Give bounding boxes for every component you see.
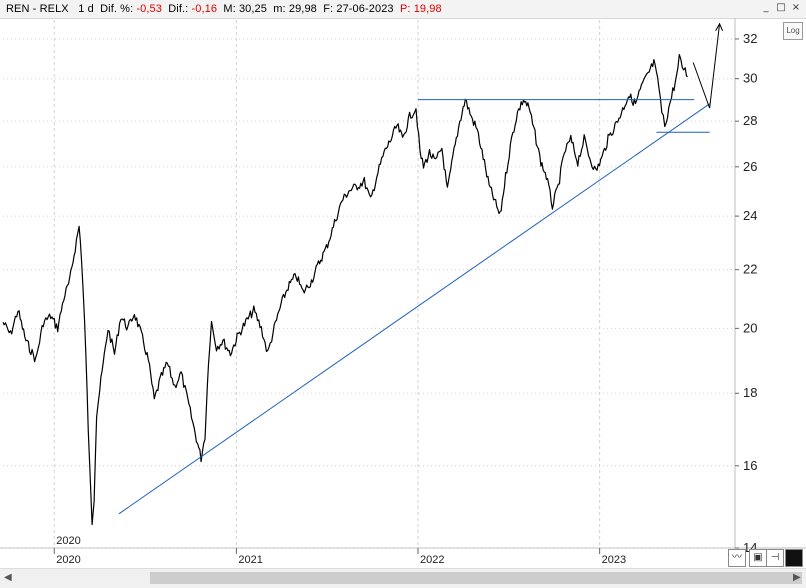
symbol-label: REN - RELX	[6, 3, 69, 15]
y-tick-label: 24	[743, 208, 757, 223]
y-tick-label: 16	[743, 458, 757, 473]
projection-arrowhead	[715, 22, 724, 31]
projection-down	[692, 62, 711, 109]
price-series-line	[2, 54, 688, 526]
y-tick-label: 20	[743, 320, 757, 335]
scroll-thumb[interactable]	[150, 572, 802, 584]
dif-label: Dif.:	[168, 3, 189, 15]
scroll-left-icon[interactable]: ◀	[4, 572, 12, 583]
scroll-right-icon[interactable]: ▶	[793, 572, 801, 583]
rising-trendline	[118, 103, 710, 515]
price-label: P:	[399, 3, 411, 15]
quote-header: REN - RELX 1 d Dif. %: -0,53 Dif.: -0,16…	[0, 0, 806, 19]
y-tick-label: 26	[743, 159, 757, 174]
min-value: 29,98	[288, 3, 317, 15]
dif-pct-label: Dif. %:	[100, 3, 134, 15]
y-tick-label: 22	[743, 262, 757, 277]
x-tick-label: 2021	[238, 554, 262, 566]
quote-info: REN - RELX 1 d Dif. %: -0,53 Dif.: -0,16…	[6, 3, 442, 15]
projection-up	[709, 23, 721, 109]
date-label: F:	[323, 3, 334, 15]
x-tick-label: 2023	[602, 554, 626, 566]
pin-icon[interactable]: ⊣	[766, 549, 784, 567]
save-icon[interactable]: ▣	[749, 549, 767, 567]
x-tick-label: 2020	[56, 554, 80, 566]
max-label: M:	[223, 3, 236, 15]
maximize-button[interactable]: □	[776, 2, 786, 13]
minimize-button[interactable]: _	[763, 2, 769, 13]
x-tick-label: 2022	[420, 554, 444, 566]
log-scale-toggle[interactable]: Log	[783, 22, 803, 40]
date-value: 27-06-2023	[336, 3, 394, 15]
y-tick-label: 18	[743, 385, 757, 400]
color-swatch-icon[interactable]	[785, 549, 803, 567]
interval-label: 1 d	[78, 3, 94, 15]
dif-pct-value: -0,53	[136, 3, 162, 15]
close-button[interactable]: ×	[791, 2, 801, 13]
y-tick-label: 28	[743, 113, 757, 128]
min-label: m:	[273, 3, 286, 15]
y-tick-label: 32	[743, 31, 757, 46]
dif-value: -0,16	[191, 3, 218, 15]
year-marker-label: 2020	[56, 535, 80, 547]
window-controls: _ □ ×	[760, 2, 802, 14]
max-value: 30,25	[238, 3, 267, 15]
horizontal-scrollbar[interactable]: ◀ ▶	[0, 568, 806, 588]
y-tick-label: 30	[743, 71, 757, 86]
zigzag-icon[interactable]: 〰	[728, 549, 746, 567]
price-value: 19,98	[413, 3, 442, 15]
